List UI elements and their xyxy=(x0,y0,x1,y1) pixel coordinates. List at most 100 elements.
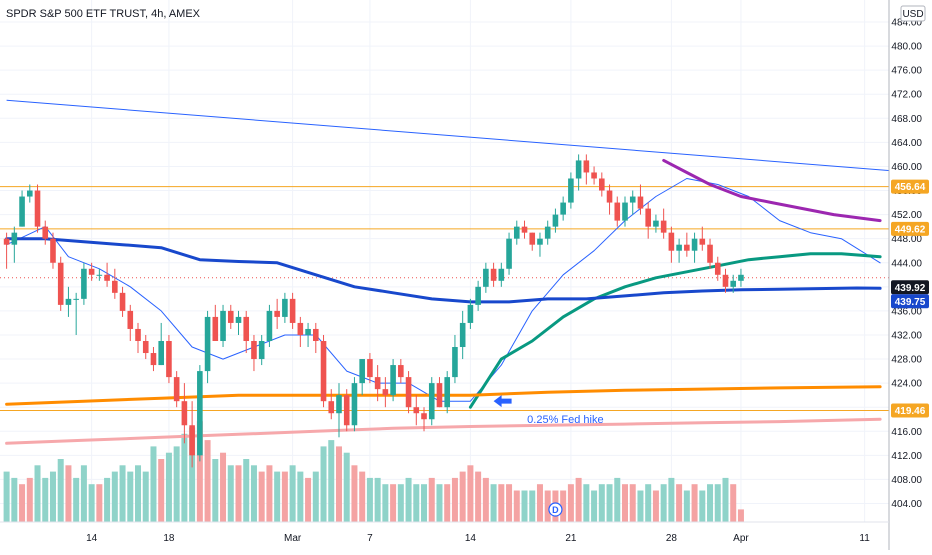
candle-body[interactable] xyxy=(305,328,311,335)
candle-body[interactable] xyxy=(19,196,25,227)
candle-body[interactable] xyxy=(575,160,582,179)
candle-body[interactable] xyxy=(104,274,110,281)
candle-body[interactable] xyxy=(421,413,427,420)
candle-body[interactable] xyxy=(313,328,319,341)
candle-body[interactable] xyxy=(660,220,667,233)
candle-body[interactable] xyxy=(34,190,41,227)
candle-body[interactable] xyxy=(614,202,621,221)
candle-body[interactable] xyxy=(591,172,597,179)
candle-body[interactable] xyxy=(351,383,358,426)
candle-body[interactable] xyxy=(459,322,466,348)
candle-body[interactable] xyxy=(691,238,698,251)
candle-body[interactable] xyxy=(606,190,613,203)
price-axis[interactable]: 404.00408.00412.00416.00420.00424.00428.… xyxy=(891,18,922,511)
candle-body[interactable] xyxy=(212,316,219,341)
candle-body[interactable] xyxy=(258,340,265,360)
candle-body[interactable] xyxy=(135,328,141,341)
candle-body[interactable] xyxy=(444,377,451,408)
candle-body[interactable] xyxy=(251,340,257,360)
candle-body[interactable] xyxy=(730,280,737,287)
candle-body[interactable] xyxy=(289,298,296,323)
candle-body[interactable] xyxy=(413,407,420,414)
candle-body[interactable] xyxy=(227,310,234,323)
candle-body[interactable] xyxy=(699,238,706,245)
candle-body[interactable] xyxy=(583,160,590,173)
currency-button[interactable]: USD xyxy=(900,5,926,22)
candle-body[interactable] xyxy=(513,226,520,239)
candle-body[interactable] xyxy=(398,365,404,378)
candle-body[interactable] xyxy=(197,371,203,456)
candle-body[interactable] xyxy=(668,232,675,251)
candle-body[interactable] xyxy=(297,322,304,335)
candle-body[interactable] xyxy=(490,268,497,281)
dividend-marker-icon[interactable] xyxy=(548,502,563,517)
candle-body[interactable] xyxy=(189,425,195,456)
candle-body[interactable] xyxy=(467,304,474,323)
candle-body[interactable] xyxy=(26,190,33,197)
candle-body[interactable] xyxy=(599,178,605,191)
candle-body[interactable] xyxy=(73,298,79,300)
candle-body[interactable] xyxy=(374,377,381,390)
candle-body[interactable] xyxy=(336,395,342,414)
candle-body[interactable] xyxy=(529,232,536,245)
candle-body[interactable] xyxy=(166,340,172,378)
candle-body[interactable] xyxy=(428,383,435,420)
candle-body[interactable] xyxy=(204,316,211,372)
candle-body[interactable] xyxy=(390,365,396,396)
candle-body[interactable] xyxy=(676,244,682,251)
candle-body[interactable] xyxy=(552,214,559,227)
candle-body[interactable] xyxy=(498,268,505,281)
candle-body[interactable] xyxy=(81,268,87,299)
candle-body[interactable] xyxy=(150,353,157,366)
candle-body[interactable] xyxy=(637,196,644,209)
candle-body[interactable] xyxy=(220,310,226,341)
candle-body[interactable] xyxy=(714,262,721,275)
candle-body[interactable] xyxy=(50,238,56,263)
candle-body[interactable] xyxy=(544,226,551,239)
candle-body[interactable] xyxy=(274,310,280,317)
candle-body[interactable] xyxy=(88,268,95,275)
candle-body[interactable] xyxy=(127,310,134,329)
candle-body[interactable] xyxy=(537,238,543,245)
candle-body[interactable] xyxy=(452,347,458,378)
candle-body[interactable] xyxy=(560,202,566,215)
candle-body[interactable] xyxy=(42,226,49,239)
candle-body[interactable] xyxy=(645,208,651,227)
candle-body[interactable] xyxy=(475,286,481,305)
candle-body[interactable] xyxy=(405,377,412,408)
candle-body[interactable] xyxy=(3,238,10,245)
candle-body[interactable] xyxy=(243,316,250,341)
candle-body[interactable] xyxy=(367,359,373,378)
candle-body[interactable] xyxy=(96,274,103,276)
candle-body[interactable] xyxy=(722,274,729,287)
candle-body[interactable] xyxy=(629,196,636,203)
time-axis[interactable]: 1418Mar7142128Apr1118 xyxy=(86,533,932,544)
candle-body[interactable] xyxy=(506,238,512,269)
candle-body[interactable] xyxy=(320,340,327,402)
candle-body[interactable] xyxy=(343,395,350,426)
candle-body[interactable] xyxy=(173,377,180,402)
candle-body[interactable] xyxy=(119,292,126,311)
candle-body[interactable] xyxy=(11,232,18,245)
candle-body[interactable] xyxy=(266,310,273,341)
candle-body[interactable] xyxy=(65,298,72,305)
candle-body[interactable] xyxy=(57,262,64,305)
candle-body[interactable] xyxy=(142,340,149,354)
candle-body[interactable] xyxy=(359,359,365,384)
candle-body[interactable] xyxy=(622,202,628,221)
trend-line[interactable] xyxy=(6,99,932,178)
candle-body[interactable] xyxy=(483,268,489,287)
candle-body[interactable] xyxy=(382,389,389,396)
candle-body[interactable] xyxy=(521,226,528,233)
candle-body[interactable] xyxy=(158,340,164,366)
candle-body[interactable] xyxy=(282,298,288,317)
candle-body[interactable] xyxy=(436,383,443,408)
candle-body[interactable] xyxy=(568,178,574,203)
candle-body[interactable] xyxy=(328,401,335,414)
candles[interactable] xyxy=(3,154,744,468)
candle-body[interactable] xyxy=(181,401,188,426)
candle-body[interactable] xyxy=(738,274,744,281)
candle-body[interactable] xyxy=(707,244,713,263)
